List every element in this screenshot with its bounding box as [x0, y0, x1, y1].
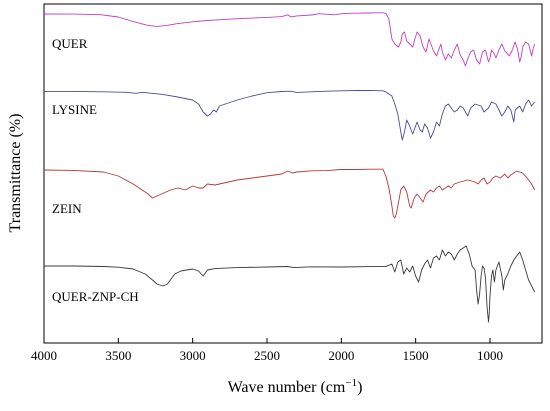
series-labels: QUER LYSINE ZEIN QUER-ZNP-CH	[52, 36, 139, 304]
series-line-lysine	[44, 89, 535, 141]
series-label-zein: ZEIN	[52, 201, 82, 216]
plot-frame	[43, 3, 543, 344]
x-tick-label: 3000	[180, 348, 206, 363]
series-label-quer-znp-ch: QUER-ZNP-CH	[52, 289, 139, 304]
x-axis-ticks: 4000 3500 3000 2500 2000 1500 1000	[31, 338, 503, 363]
spectra-traces	[43, 12, 536, 323]
series-line-zein	[43, 168, 536, 219]
y-axis-label: Transmittance (%)	[7, 114, 24, 233]
x-tick-label: 2000	[328, 348, 354, 363]
series-label-lysine: LYSINE	[52, 102, 97, 117]
x-axis-label: Wave number (cm−1)	[228, 377, 363, 396]
series-label-quer: QUER	[52, 36, 88, 51]
x-tick-label: 1000	[477, 348, 503, 363]
x-tick-label: 4000	[31, 348, 57, 363]
x-tick-label: 1500	[403, 348, 429, 363]
series-line-quer-znp-ch	[44, 245, 536, 323]
x-tick-label: 3500	[105, 348, 131, 363]
x-tick-label: 2500	[254, 348, 280, 363]
series-line-quer	[43, 12, 536, 67]
